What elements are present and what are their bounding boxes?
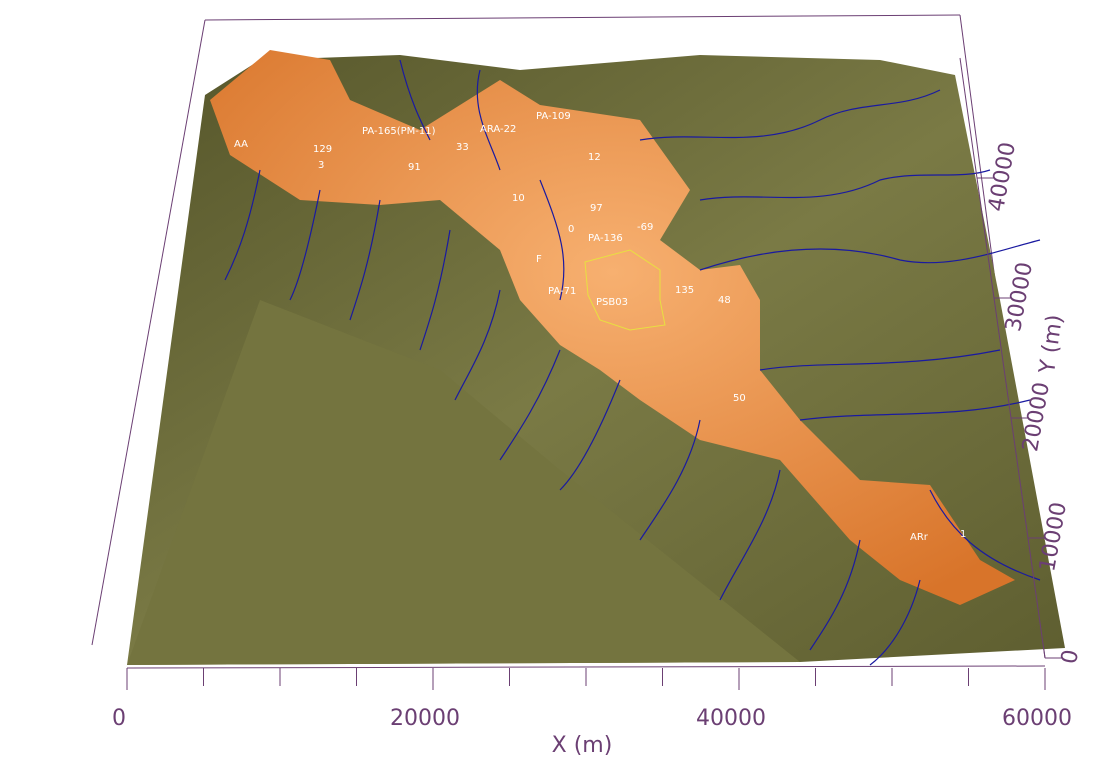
y-tick-label: 20000	[1018, 380, 1055, 453]
x-tick-label: 60000	[1002, 706, 1072, 731]
terrain-label: 0	[568, 224, 574, 235]
terrain-label: ARr	[910, 532, 929, 543]
x-axis-line	[127, 666, 1045, 668]
terrain-label: ARA-22	[480, 124, 516, 135]
terrain-label: 12	[588, 152, 601, 163]
terrain-label: 10	[512, 193, 525, 204]
terrain-label: 3	[318, 160, 324, 171]
terrain-label: PA-165(PM-11)	[362, 126, 436, 137]
terrain-label: PA-136	[588, 233, 623, 244]
x-tick-label: 0	[112, 706, 126, 731]
y-axis-label: Y (m)	[1035, 313, 1068, 376]
x-tick-label: 40000	[696, 706, 766, 731]
terrain-label: PA-109	[536, 111, 571, 122]
terrain-label: 91	[408, 162, 421, 173]
y-tick-label: 40000	[984, 140, 1021, 213]
terrain-label: 135	[675, 285, 694, 296]
x-tick-label: 20000	[390, 706, 460, 731]
terrain-label: 33	[456, 142, 469, 153]
y-tick-label: 0	[1057, 648, 1084, 666]
terrain-label: 48	[718, 295, 731, 306]
terrain-label: PA-71	[548, 286, 576, 297]
x-axis-label: X (m)	[552, 733, 613, 758]
terrain-label: -69	[637, 222, 653, 233]
terrain-label: F	[536, 254, 542, 265]
y-tick-label: 10000	[1035, 500, 1072, 573]
terrain-label: 129	[313, 144, 332, 155]
terrain-label: 97	[590, 203, 603, 214]
terrain-label: PSB03	[596, 297, 628, 308]
y-tick-label: 30000	[1001, 260, 1038, 333]
terrain-label: AA	[234, 139, 248, 150]
terrain-label: 50	[733, 393, 746, 404]
terrain-plot: 0 20000 40000 60000 0 10000 20000 30000 40000 AA P…	[0, 0, 1105, 767]
terrain-label: 1	[960, 529, 966, 540]
